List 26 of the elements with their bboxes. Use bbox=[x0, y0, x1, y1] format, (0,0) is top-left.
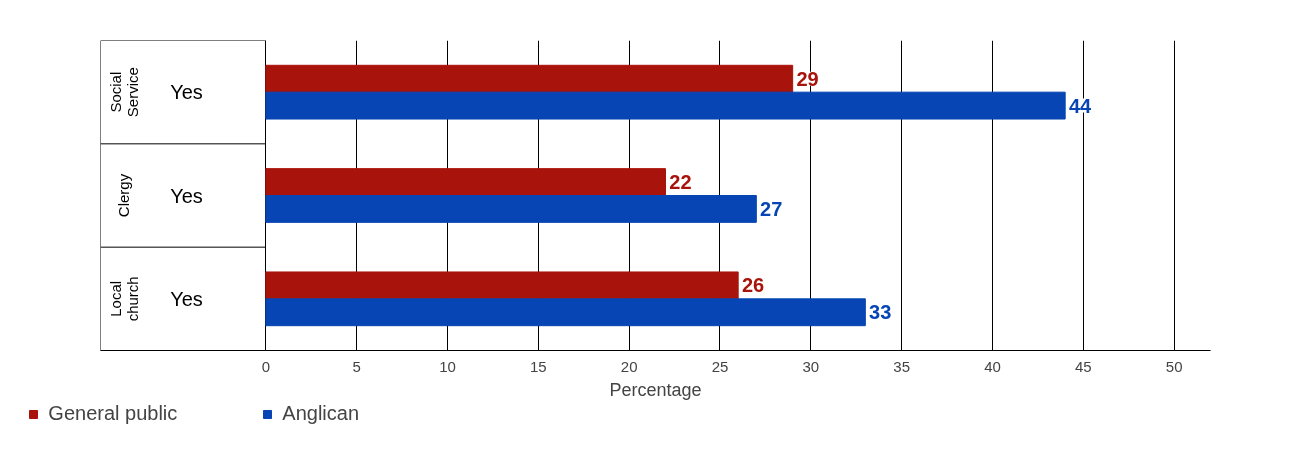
data-label: 33 bbox=[869, 301, 892, 324]
x-tick-label: 5 bbox=[352, 357, 361, 375]
x-tick-label: 30 bbox=[802, 357, 820, 375]
x-tick-label: 45 bbox=[1074, 357, 1092, 375]
legend-label: General public bbox=[48, 402, 178, 425]
x-tick-label: 25 bbox=[711, 357, 729, 375]
data-label: 44 bbox=[1068, 94, 1093, 117]
x-tick-label: 40 bbox=[984, 357, 1001, 375]
text: Social Service bbox=[106, 67, 141, 118]
x-tick-label: 10 bbox=[439, 357, 456, 375]
text: Clergy bbox=[115, 173, 133, 218]
x-axis-title: Percentage bbox=[609, 379, 702, 400]
text: Local church bbox=[106, 276, 141, 322]
y-tick-label: Yes bbox=[170, 81, 203, 104]
data-label: 26 bbox=[741, 274, 765, 297]
data-label: 27 bbox=[760, 197, 783, 220]
data-label: 22 bbox=[669, 171, 692, 194]
y-tick-label: Yes bbox=[170, 287, 203, 310]
y-tick-label: Yes bbox=[170, 184, 203, 207]
data-label: 29 bbox=[796, 67, 819, 90]
x-tick-label: 35 bbox=[893, 357, 911, 375]
x-tick-label: 15 bbox=[529, 357, 547, 375]
legend-label: Anglican bbox=[282, 402, 360, 425]
x-tick-label: 50 bbox=[1165, 357, 1183, 375]
x-tick-label: 0 bbox=[261, 357, 270, 375]
x-tick-label: 20 bbox=[620, 357, 638, 375]
